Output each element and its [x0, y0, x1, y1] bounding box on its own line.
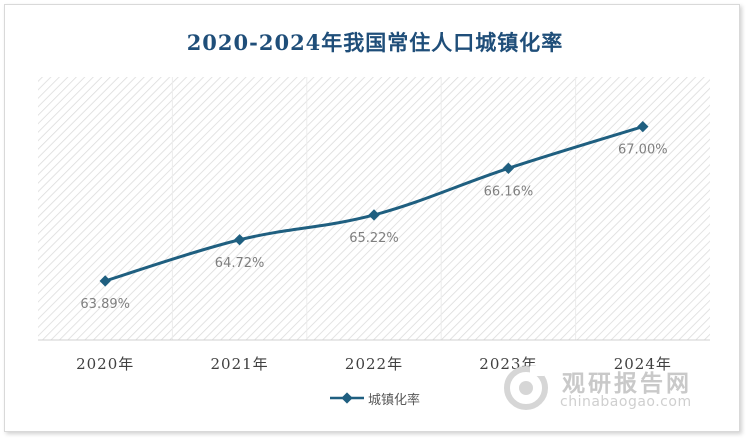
- watermark-url: chinabaogao.com: [560, 394, 692, 410]
- legend-swatch: [330, 392, 364, 404]
- data-label: 65.22%: [349, 231, 399, 246]
- watermark-brand: 观研报告网: [562, 371, 692, 397]
- data-point-marker: [233, 234, 246, 246]
- data-point-marker: [368, 209, 380, 221]
- data-label: 63.89%: [80, 297, 130, 312]
- x-tick-label: 2020年: [76, 355, 134, 373]
- x-tick-label: 2021年: [211, 355, 269, 373]
- x-tick-label: 2024年: [614, 355, 672, 373]
- data-point-marker: [502, 162, 515, 174]
- legend-label: 城镇化率: [368, 392, 421, 408]
- chart-title: 2020-2024年我国常住人口城镇化率: [186, 30, 564, 55]
- data-label: 66.16%: [484, 184, 534, 199]
- watermark: 观研报告网 chinabaogao.com: [500, 364, 705, 414]
- data-label: 67.00%: [618, 143, 668, 158]
- plot-area: [38, 77, 710, 340]
- legend: 城镇化率: [330, 389, 421, 408]
- x-tick-label: 2022年: [345, 355, 403, 373]
- watermark-logo-icon: [504, 366, 548, 410]
- data-label: 64.72%: [215, 256, 265, 271]
